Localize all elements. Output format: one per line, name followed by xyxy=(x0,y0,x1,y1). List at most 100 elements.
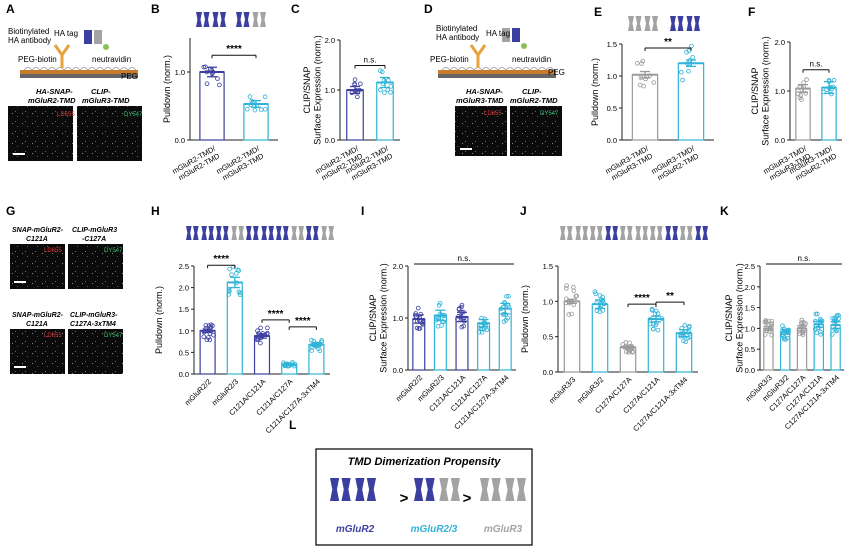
tm-helix xyxy=(627,226,633,240)
x-tick-label-line: mGluR2/2 xyxy=(183,377,213,407)
microscopy-image xyxy=(455,106,507,156)
receptor-dimer-icon xyxy=(414,478,460,501)
data-point xyxy=(258,325,263,331)
y-axis-label-line: CLIP/SNAP xyxy=(724,294,734,341)
data-point xyxy=(651,80,657,85)
tm-helix xyxy=(414,478,424,501)
tm-helix xyxy=(276,226,282,240)
tm-helix xyxy=(652,16,658,31)
data-point xyxy=(236,289,242,295)
dye-label: DY547 xyxy=(540,111,559,117)
tm-helix xyxy=(330,478,340,501)
data-point xyxy=(388,90,393,95)
data-point xyxy=(382,90,387,95)
receptor-dimer-icon xyxy=(620,226,648,240)
data-point xyxy=(378,87,383,93)
y-tick-label: 0.0 xyxy=(745,366,755,375)
significance-label: **** xyxy=(268,309,284,320)
data-point xyxy=(459,304,464,310)
tm-helix xyxy=(672,226,678,240)
dye-label: DY547 xyxy=(104,248,123,254)
tm-helix xyxy=(694,16,700,31)
gt-sign-1: > xyxy=(400,490,409,507)
y-tick-label: 1.5 xyxy=(607,40,617,49)
tm-helix xyxy=(216,226,222,240)
y-axis-label-line: Pulldown (norm.) xyxy=(590,58,600,126)
significance-label: n.s. xyxy=(810,60,823,69)
data-point xyxy=(640,58,646,64)
panel-letter-j: J xyxy=(520,204,527,218)
tm-helix xyxy=(193,226,199,240)
panel-letter-l: L xyxy=(289,418,296,432)
significance-label: ** xyxy=(666,291,674,302)
glass-slide xyxy=(438,74,556,78)
label-peg: PEG xyxy=(548,68,565,77)
data-point xyxy=(573,293,579,299)
data-point xyxy=(355,94,360,100)
receptor-dimer-icon xyxy=(186,226,214,240)
antibody-shape xyxy=(53,44,71,68)
dye-label: LD655 xyxy=(57,112,75,118)
data-point xyxy=(814,311,820,317)
tm-helix xyxy=(450,478,460,501)
tm-helix xyxy=(686,16,693,31)
data-point xyxy=(634,60,640,66)
data-point xyxy=(830,332,835,337)
receptor-block xyxy=(84,30,92,44)
surface-slab xyxy=(20,70,138,74)
data-point xyxy=(229,272,234,277)
label-peg-biotin: PEG-biotin xyxy=(430,55,469,64)
chart-e: 0.0 0.5 1.0 1.5 Pulldown (norm.) mGluR3-TMD/m… xyxy=(590,37,714,183)
significance-label: n.s. xyxy=(798,254,811,263)
data-point xyxy=(597,293,603,298)
bar xyxy=(591,303,609,373)
panel-l-summary: TMD Dimerization Propensity > > mGluR2 m… xyxy=(315,448,533,546)
y-axis-label-line: Pulldown (norm.) xyxy=(162,55,172,123)
label-peg: PEG xyxy=(121,72,138,81)
data-point xyxy=(649,306,655,312)
tm-helix xyxy=(480,478,490,501)
data-point xyxy=(265,325,270,331)
data-point xyxy=(804,77,809,82)
data-point xyxy=(255,328,260,334)
g-title: SNAP-mGluR2-C121A xyxy=(12,312,64,328)
data-point xyxy=(388,84,394,89)
x-tick-label: mGluR3-TMD/mGluR3-TMD xyxy=(604,143,655,183)
bar xyxy=(677,62,705,141)
data-point xyxy=(570,284,576,290)
data-point xyxy=(484,327,490,333)
panel-letter-d: D xyxy=(424,2,433,16)
data-point xyxy=(263,107,268,112)
y-tick-label: 2.5 xyxy=(745,262,755,271)
data-point xyxy=(680,77,685,83)
panel-letter-k: K xyxy=(720,204,729,218)
panel-letter-e: E xyxy=(594,5,602,19)
tm-helix xyxy=(620,226,626,240)
data-point xyxy=(799,317,805,323)
label-ha-tag: HA tag xyxy=(54,29,78,38)
x-tick-label: mGluR3/3 xyxy=(547,375,577,405)
tm-helix xyxy=(635,16,642,31)
y-tick-label: 0.5 xyxy=(543,333,553,342)
data-point xyxy=(681,338,686,344)
tm-helix xyxy=(186,226,192,240)
y-tick-label: 1.0 xyxy=(607,72,617,81)
data-point xyxy=(799,320,805,325)
receptor-icon-rows xyxy=(186,12,708,240)
y-tick-label: 1.0 xyxy=(179,327,189,336)
microscopy-image xyxy=(77,106,142,161)
data-point xyxy=(593,291,598,297)
y-axis-label: CLIP/SNAPSurface Expression (norm.) xyxy=(724,263,744,373)
data-point xyxy=(215,76,220,81)
data-point xyxy=(207,337,213,343)
y-axis-label-line: Pulldown (norm.) xyxy=(520,285,530,353)
y-axis-label: Pulldown (norm.) xyxy=(520,285,530,353)
y-tick-label: 2.0 xyxy=(775,38,785,47)
data-point xyxy=(686,324,692,330)
tm-helix xyxy=(575,226,581,240)
tm-helix xyxy=(238,226,244,240)
tm-helix xyxy=(212,12,219,27)
tm-helix xyxy=(201,226,207,240)
y-axis-label-line: CLIP/SNAP xyxy=(302,66,312,113)
tm-helix xyxy=(605,226,611,240)
